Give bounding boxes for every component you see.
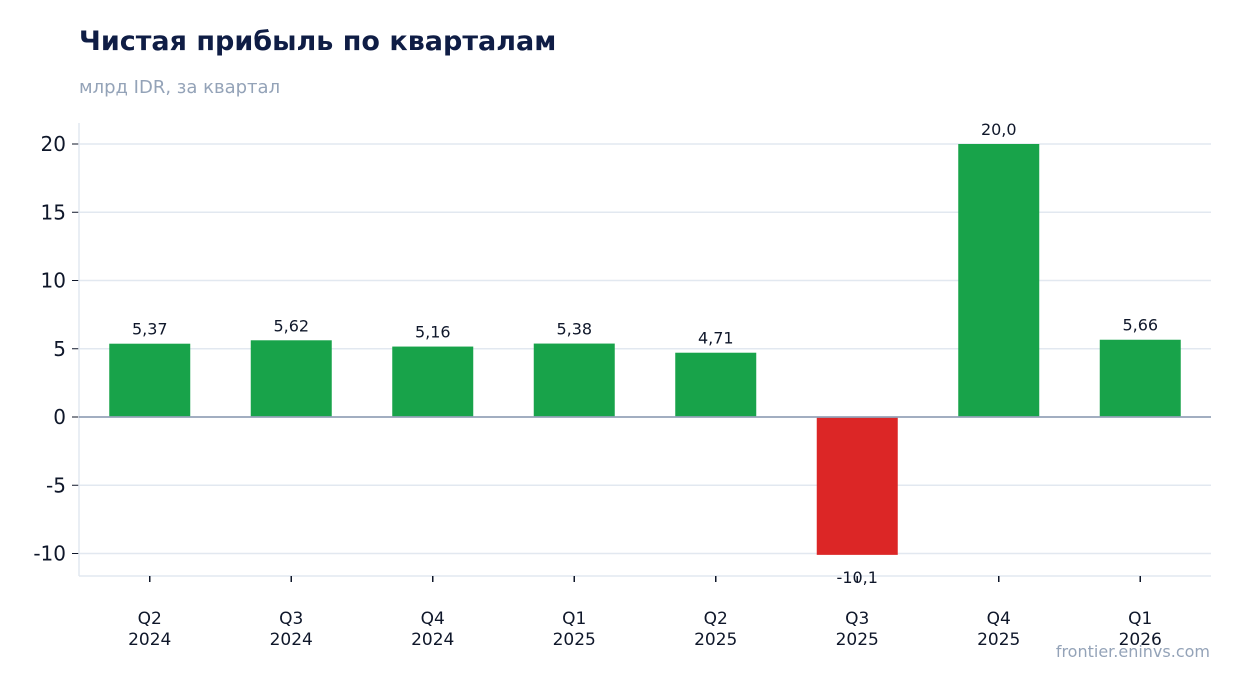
bar (816, 417, 898, 555)
y-tick-label: 10 (41, 269, 66, 293)
bar (675, 352, 757, 417)
x-tick-label: Q3 2025 (836, 609, 879, 650)
watermark: frontier.eninvs.com (1055, 642, 1210, 661)
x-tick-label: Q1 2025 (553, 609, 596, 650)
bar (109, 343, 191, 417)
bar (958, 144, 1040, 417)
data-label: 5,37 (132, 320, 168, 339)
y-tick-label: -10 (33, 542, 66, 566)
x-tick-label: Q2 2025 (694, 609, 737, 650)
bar (250, 340, 332, 417)
y-tick-label: 0 (53, 405, 66, 429)
x-tick-label: Q3 2024 (270, 609, 313, 650)
x-tick-label: Q1 2026 (1119, 609, 1162, 650)
y-tick-label: -5 (46, 473, 66, 497)
data-label: 4,71 (698, 329, 734, 348)
chart-title: Чистая прибыль по кварталам (79, 26, 557, 57)
bar (533, 343, 615, 417)
bar (392, 346, 474, 417)
y-tick-label: 15 (41, 200, 66, 224)
y-tick-label: 20 (41, 132, 66, 156)
bar (1099, 339, 1181, 417)
data-label: 20,0 (981, 120, 1017, 139)
data-label: 5,62 (273, 316, 309, 335)
data-label: 5,38 (556, 320, 592, 339)
x-tick-label: Q2 2024 (128, 609, 171, 650)
chart-subtitle: млрд IDR, за квартал (79, 77, 281, 98)
x-tick-label: Q4 2024 (411, 609, 454, 650)
x-tick-label: Q4 2025 (977, 609, 1020, 650)
y-tick-label: 5 (53, 337, 66, 361)
data-label: 5,16 (415, 323, 451, 342)
data-label: 5,66 (1122, 316, 1158, 335)
